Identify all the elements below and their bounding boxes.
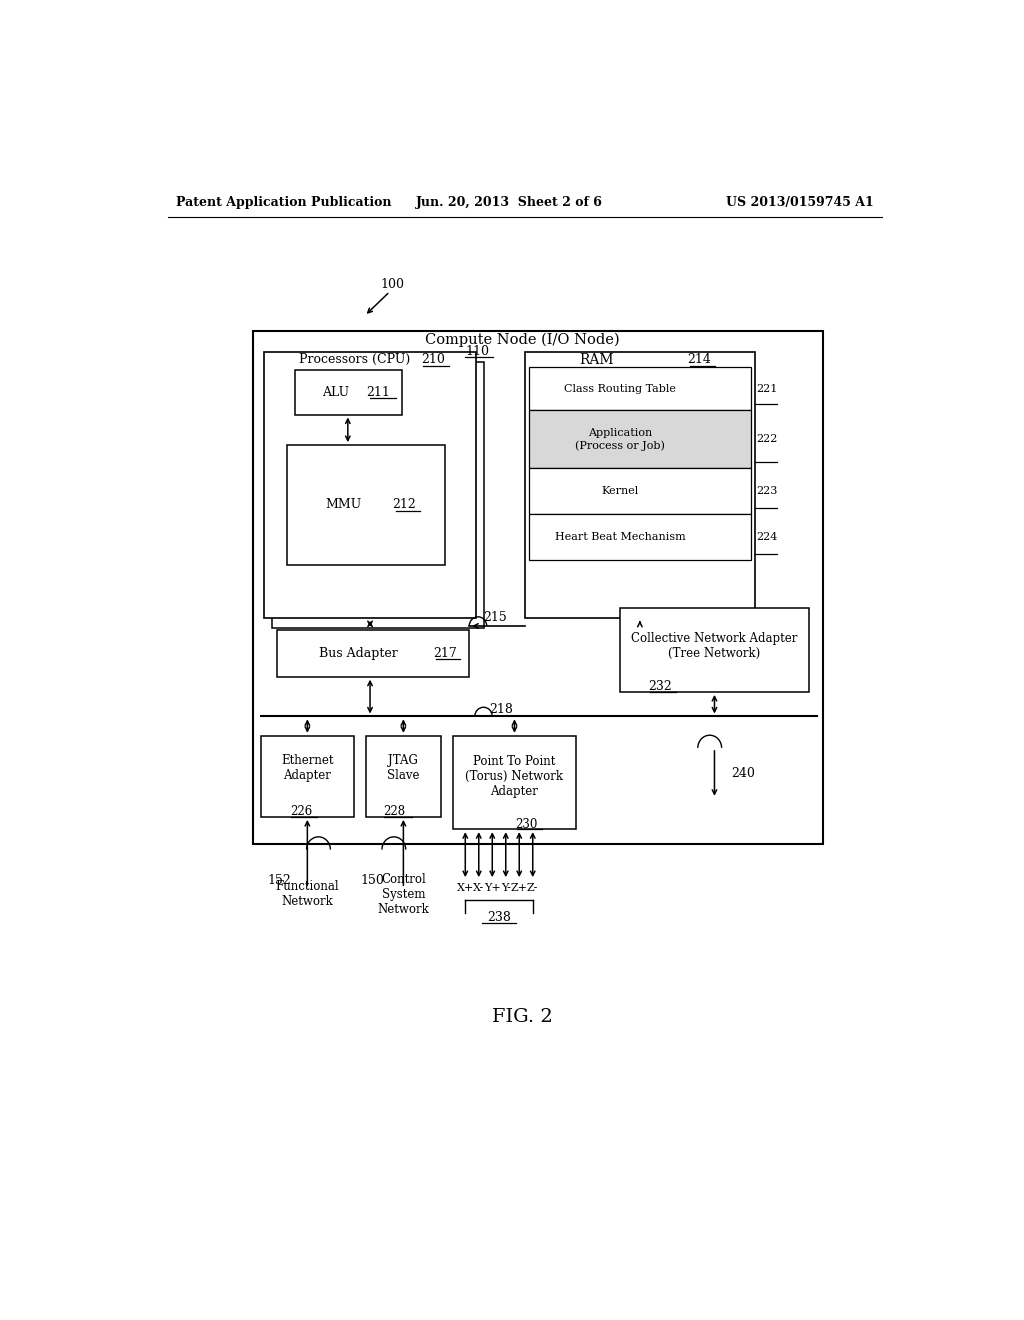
Text: Control
System
Network: Control System Network (378, 873, 429, 916)
Text: Kernel: Kernel (601, 486, 639, 496)
Text: FIG. 2: FIG. 2 (493, 1008, 553, 1026)
Bar (524, 351, 755, 618)
Text: 152: 152 (267, 874, 291, 887)
Bar (528, 411, 751, 469)
Text: 232: 232 (648, 680, 672, 693)
Text: 218: 218 (489, 702, 513, 715)
Text: Ethernet
Adapter: Ethernet Adapter (282, 754, 334, 783)
Text: 228: 228 (384, 805, 406, 818)
Text: Class Routing Table: Class Routing Table (564, 384, 676, 393)
Bar (278, 630, 469, 677)
Text: 226: 226 (290, 805, 312, 818)
Bar (528, 367, 751, 411)
Text: 100: 100 (380, 279, 404, 290)
Text: 238: 238 (487, 911, 511, 924)
Text: ALU: ALU (323, 385, 349, 399)
Text: Jun. 20, 2013  Sheet 2 of 6: Jun. 20, 2013 Sheet 2 of 6 (416, 195, 602, 209)
Text: 230: 230 (515, 817, 538, 830)
Text: 221: 221 (757, 384, 778, 393)
Bar (367, 735, 441, 817)
Text: X-: X- (473, 883, 484, 894)
Text: RAM: RAM (579, 352, 613, 367)
Text: Processors (CPU): Processors (CPU) (299, 354, 410, 366)
Text: 212: 212 (392, 499, 416, 511)
Bar (528, 469, 751, 515)
Text: JTAG
Slave: JTAG Slave (387, 754, 420, 783)
Text: 224: 224 (757, 532, 778, 543)
Text: US 2013/0159745 A1: US 2013/0159745 A1 (726, 195, 873, 209)
Bar (253, 331, 823, 845)
Text: Heart Beat Mechanism: Heart Beat Mechanism (555, 532, 685, 543)
Text: Z+: Z+ (511, 883, 527, 894)
Bar (287, 445, 445, 565)
Text: 211: 211 (366, 385, 390, 399)
Text: Functional
Network: Functional Network (275, 880, 339, 908)
Text: 240: 240 (731, 767, 755, 780)
Bar (454, 735, 577, 829)
Text: 223: 223 (757, 486, 778, 496)
Text: Z-: Z- (527, 883, 539, 894)
Text: Application
(Process or Job): Application (Process or Job) (575, 428, 665, 450)
Bar (620, 607, 809, 692)
Text: 214: 214 (687, 354, 712, 366)
Text: Bus Adapter: Bus Adapter (318, 647, 397, 660)
Bar (264, 351, 475, 618)
Bar (261, 735, 354, 817)
Bar (295, 370, 401, 414)
Text: Y-: Y- (501, 883, 511, 894)
Text: MMU: MMU (326, 499, 362, 511)
Text: X+: X+ (457, 883, 474, 894)
Text: Y+: Y+ (484, 883, 501, 894)
Text: Patent Application Publication: Patent Application Publication (176, 195, 391, 209)
Text: 222: 222 (757, 434, 778, 445)
Text: Compute Node (I/O Node): Compute Node (I/O Node) (425, 333, 620, 347)
Text: 215: 215 (483, 611, 507, 624)
Text: 217: 217 (433, 647, 458, 660)
Text: Collective Network Adapter
(Tree Network): Collective Network Adapter (Tree Network… (631, 632, 798, 660)
Text: 150: 150 (360, 874, 384, 887)
Bar (528, 515, 751, 560)
Text: 110: 110 (465, 345, 489, 358)
Text: 210: 210 (422, 354, 445, 366)
Text: Point To Point
(Torus) Network
Adapter: Point To Point (Torus) Network Adapter (466, 755, 563, 797)
Bar (272, 362, 483, 628)
